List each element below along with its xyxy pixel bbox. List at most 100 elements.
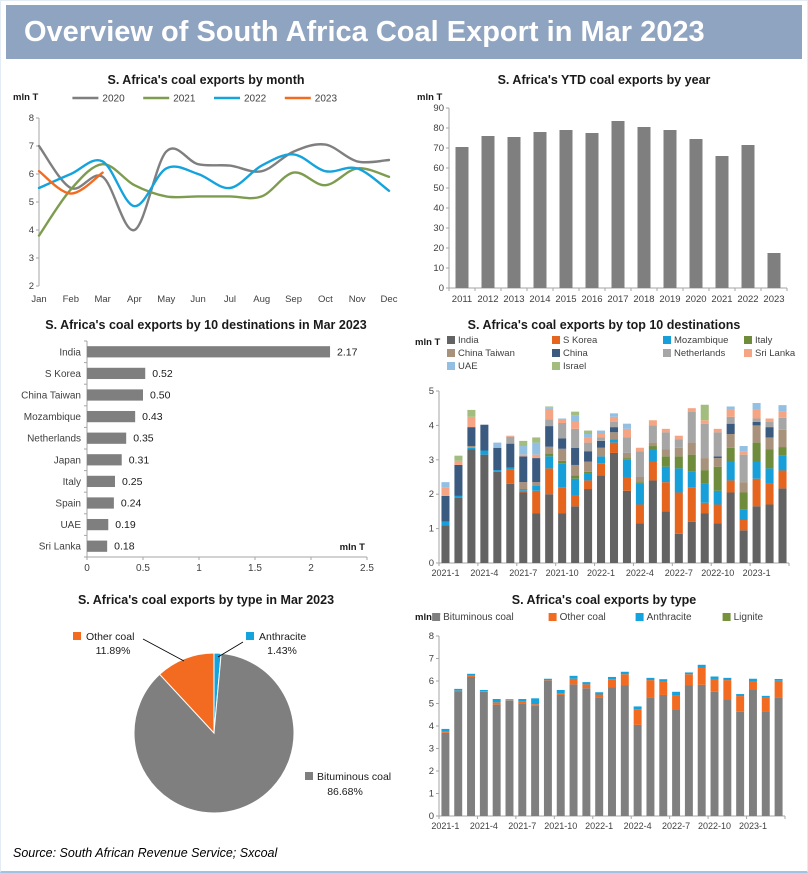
- legend-swatch-China Taiwan: [447, 349, 455, 357]
- category-label-Italy: Italy: [63, 477, 81, 488]
- bar-Japan: [87, 454, 122, 466]
- segment-Mozambique: [454, 495, 463, 498]
- y-tick-label: 30: [433, 223, 444, 234]
- legend-label-China Taiwan: China Taiwan: [458, 348, 515, 359]
- segment-Mozambique: [622, 459, 631, 477]
- segment-Mozambique: [597, 456, 606, 464]
- unit-label: mln T: [417, 92, 443, 103]
- y-tick-label: 3: [429, 455, 434, 466]
- y-tick-label: 1: [429, 524, 434, 535]
- x-tick-2021-1: 2021-1: [431, 821, 459, 831]
- segment-Italy: [713, 466, 722, 491]
- segment-China Taiwan: [597, 447, 606, 457]
- segment-Mozambique: [687, 471, 696, 488]
- y-axis: 2 3 4 5 6 7 8: [29, 113, 40, 292]
- x-tick-label: 2: [308, 563, 314, 574]
- segment-Israel: [584, 430, 593, 434]
- x-tick-2017: 2017: [607, 294, 628, 305]
- pie-label-Bituminous coal: Bituminous coal 86.68%: [305, 771, 391, 798]
- stacked-bar-2021-3: [467, 409, 476, 563]
- segment-China: [765, 427, 774, 438]
- segment-Anthracite: [633, 706, 642, 710]
- destinations-hbar-chart: 0 0.5 1 1.5 2 2.5 India 2.17 S Korea 0.52 China Ta…: [5, 333, 407, 585]
- segment-Other coal: [659, 681, 668, 695]
- segment-Anthracite: [672, 691, 681, 696]
- segment-China: [454, 464, 463, 496]
- pie-label-name: Bituminous coal: [317, 771, 391, 783]
- value-label-Italy: 0.25: [122, 476, 143, 488]
- segment-UAE: [532, 442, 541, 455]
- segment-UAE: [441, 482, 450, 488]
- segment-Other coal: [748, 681, 757, 690]
- segment-Other coal: [492, 702, 501, 705]
- segment-Bituminous coal: [684, 685, 693, 816]
- pie-label-pct: 11.89%: [96, 645, 131, 657]
- segment-Netherlands: [558, 422, 567, 439]
- segment-China: [480, 424, 489, 451]
- segment-Other coal: [684, 674, 693, 686]
- panel-destinations-trend: S. Africa's coal exports by top 10 desti…: [407, 310, 801, 585]
- segment-Bituminous coal: [736, 711, 745, 816]
- legend-label-2023: 2023: [315, 94, 338, 105]
- segment-Other coal: [608, 679, 616, 688]
- segment-Mozambique: [778, 455, 787, 471]
- leader-line: [217, 641, 244, 658]
- segment-Italy: [687, 454, 696, 472]
- legend-label-Lignite: Lignite: [734, 612, 764, 623]
- stacked-bar-2021-4: [480, 424, 489, 563]
- segment-China Taiwan: [584, 461, 593, 472]
- segment-Bituminous coal: [608, 687, 616, 816]
- segment-Sri Lanka: [687, 408, 696, 412]
- x-tick-Oct: Oct: [318, 294, 333, 305]
- legend-swatch-Netherlands: [663, 349, 671, 357]
- segment-Other coal: [723, 680, 732, 700]
- x-axis: 2011 2012 2013 2014 2015 2016 2017 2018 2019 2020…: [448, 287, 788, 305]
- segment-Bituminous coal: [454, 691, 463, 816]
- segment-Anthracite: [518, 699, 527, 702]
- chart-title-monthly: S. Africa's coal exports by month: [107, 73, 305, 87]
- stacked-bar-2022-1: [597, 430, 606, 563]
- segment-Mozambique: [506, 467, 515, 470]
- segment-Italy: [545, 453, 554, 457]
- stacked-bar-2021-8: [532, 437, 541, 563]
- y-tick-label: 5: [429, 386, 434, 397]
- stacked-bar-2022-4: [633, 706, 642, 816]
- stacked-bar-2022-5: [648, 420, 657, 563]
- segment-Other coal: [710, 678, 719, 692]
- pie-label-name: Other coal: [86, 631, 134, 643]
- segment-Mozambique: [558, 463, 567, 488]
- type-pie-chart: Anthracite 1.43% Bituminous coal 86.68% Othe…: [5, 608, 407, 838]
- pie-label-pct: 86.68%: [327, 786, 363, 798]
- segment-S Korea: [532, 490, 541, 514]
- x-tick-Aug: Aug: [253, 294, 270, 305]
- segment-S Korea: [661, 482, 670, 512]
- stacked-bar-2022-8: [687, 408, 696, 563]
- segment-Mozambique: [545, 456, 554, 469]
- segment-Sri Lanka: [778, 411, 787, 418]
- page-title: Overview of South Africa Coal Export in …: [6, 5, 802, 59]
- legend-swatch-Mozambique: [663, 336, 671, 344]
- y-axis: 0 1 2 3 4 5: [429, 386, 440, 569]
- y-tick-label: 50: [433, 183, 444, 194]
- segment-India: [532, 513, 541, 563]
- y-tick-label: 0: [429, 558, 434, 569]
- segment-Netherlands: [622, 437, 631, 453]
- segment-China Taiwan: [739, 482, 748, 493]
- stacked-bar-2021-2: [454, 688, 463, 816]
- segment-S Korea: [545, 468, 554, 495]
- segment-China: [441, 495, 450, 522]
- segment-Mozambique: [609, 439, 619, 443]
- segment-Netherlands: [661, 432, 670, 450]
- stacked-bar-2023-2: [765, 418, 774, 563]
- segment-Sri Lanka: [467, 416, 476, 428]
- segment-Italy: [700, 470, 709, 484]
- bar-2021: [715, 156, 729, 288]
- legend-label-Sri Lanka: Sri Lanka: [755, 348, 796, 359]
- segment-Anthracite: [569, 675, 578, 679]
- series-line-2023: [37, 170, 104, 195]
- y-tick-label: 5: [429, 699, 434, 710]
- segment-India: [687, 521, 696, 563]
- y-tick-label: 60: [433, 163, 444, 174]
- segment-India: [700, 513, 709, 563]
- x-tick-2021-10: 2021-10: [546, 568, 579, 578]
